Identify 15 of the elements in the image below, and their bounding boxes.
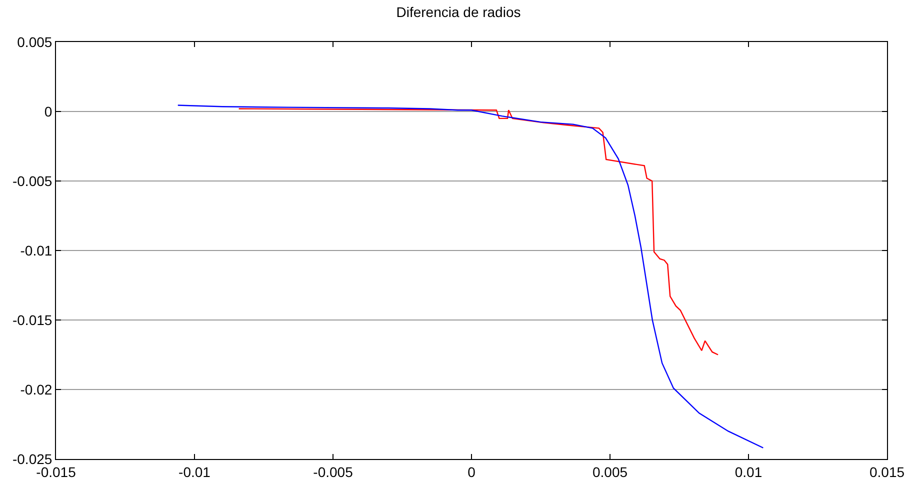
y-tick-label: -0.01	[20, 242, 52, 258]
line-series	[238, 108, 719, 356]
x-tick-label: 0.01	[734, 464, 762, 480]
x-tick-label: -0.005	[313, 464, 354, 480]
y-tick-label: 0.005	[17, 34, 52, 50]
line-series	[177, 104, 764, 448]
y-tick-label: -0.02	[20, 381, 52, 398]
x-tick-label: 0.005	[592, 464, 628, 480]
chart-title: Diferencia de radios	[396, 4, 521, 20]
x-tick-label: 0.015	[869, 464, 905, 480]
y-tick-label: -0.015	[12, 312, 52, 328]
x-tick-label: 0	[468, 464, 476, 480]
y-tick-label: 0	[44, 103, 52, 120]
y-tick-label: -0.005	[12, 172, 52, 189]
x-tick-label: -0.01	[178, 464, 211, 480]
